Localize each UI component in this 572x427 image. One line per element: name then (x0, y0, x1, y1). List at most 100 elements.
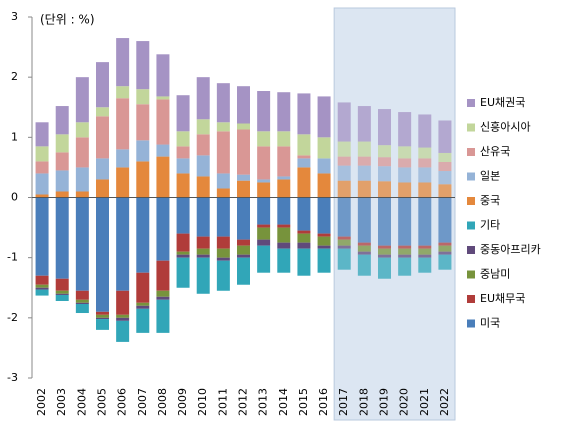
bar-segment (196, 155, 210, 177)
bar-segment (378, 181, 391, 198)
bar-segment (297, 230, 311, 234)
bar-segment (116, 86, 130, 99)
bar-segment (378, 245, 391, 249)
bar-segment (257, 227, 271, 240)
bar-segment (257, 131, 271, 147)
bar-segment (378, 166, 391, 182)
bar-segment (317, 248, 331, 273)
bar-segment (317, 236, 331, 246)
bar-segment (136, 161, 150, 198)
bar-segment (438, 152, 452, 163)
bar-segment (277, 224, 291, 228)
bar-segment (75, 167, 89, 192)
x-tick-label: 2004 (75, 388, 88, 416)
bar-segment (35, 146, 49, 162)
bar-segment (156, 290, 170, 297)
x-tick-label: 2018 (357, 388, 370, 416)
bar-segment (398, 248, 412, 255)
bar-segment (257, 179, 271, 183)
legend-label: 기타 (480, 219, 500, 232)
bar-segment (55, 152, 69, 171)
bar-segment (196, 197, 210, 237)
bar-segment (156, 156, 170, 198)
bar-segment (297, 197, 311, 231)
bar-segment (418, 114, 432, 148)
bar-segment (116, 317, 130, 321)
legend-label: 산유국 (480, 145, 510, 158)
x-tick-label: 2017 (337, 388, 350, 416)
bar-segment (337, 102, 351, 142)
bar-segment (176, 251, 190, 255)
bar-segment (317, 137, 331, 159)
bar-segment (196, 77, 210, 120)
bar-segment (35, 122, 49, 147)
bar-segment (176, 197, 190, 234)
x-tick-label: 2009 (176, 388, 189, 416)
bar-segment (156, 260, 170, 291)
bar-segment (136, 197, 150, 273)
bar-segment (116, 290, 130, 315)
bar-segment (35, 289, 49, 296)
y-tick-label: -2 (7, 311, 18, 324)
bar-segment (75, 137, 89, 168)
bar-segment (357, 156, 371, 166)
bar-segment (257, 245, 271, 273)
bar-segment (378, 109, 391, 146)
bar-segment (237, 254, 250, 258)
x-tick-label: 2006 (116, 388, 129, 416)
bar-segment (176, 173, 190, 198)
bar-segment (96, 116, 109, 159)
bar-segment (156, 99, 170, 145)
bar-segment (257, 224, 271, 228)
bar-segment (96, 62, 109, 108)
bar-segment (55, 278, 69, 291)
bar-segment (277, 242, 291, 249)
bar-segment (156, 299, 170, 333)
bar-segment (297, 134, 311, 156)
bar-segment (96, 314, 109, 318)
bar-segment (35, 275, 49, 285)
bar-segment (297, 233, 311, 243)
bar-segment (176, 131, 190, 147)
bar-segment (337, 239, 351, 246)
bar-segment (378, 157, 391, 167)
x-tick-label: 2007 (136, 388, 149, 416)
bar-segment (116, 149, 130, 168)
shaded-region (333, 7, 456, 421)
bar-segment (418, 257, 432, 273)
legend-label: 신흥아시아 (480, 120, 531, 134)
y-tick-label: -1 (7, 251, 18, 264)
bar-segment (317, 158, 331, 174)
bar-segment (438, 242, 452, 246)
bar-segment (35, 161, 49, 174)
bar-segment (337, 156, 351, 166)
bar-segment (418, 245, 432, 249)
bar-segment (96, 179, 109, 198)
bar-segment (216, 188, 230, 198)
bar-segment (136, 140, 150, 162)
bar-segment (398, 245, 412, 249)
bar-segment (156, 96, 170, 100)
bar-segment (438, 184, 452, 198)
legend-label: 미국 (480, 317, 500, 330)
legend-swatch (467, 99, 475, 107)
x-tick-label: 2002 (35, 388, 48, 416)
bar-segment (176, 257, 190, 288)
bar-segment (357, 180, 371, 198)
x-tick-label: 2005 (96, 388, 109, 416)
bar-segment (35, 287, 49, 290)
bar-segment (357, 254, 371, 276)
bar-segment (237, 197, 250, 240)
bar-segment (438, 245, 452, 252)
legend-label: EU채무국 (480, 292, 525, 305)
legend-swatch (467, 270, 475, 279)
bar-segment (55, 170, 69, 192)
bar-segment (277, 146, 291, 177)
bar-segment (176, 233, 190, 252)
bar-segment (297, 93, 311, 135)
bar-segment (277, 176, 291, 180)
bar-segment (55, 191, 69, 198)
x-tick-label: 2013 (257, 388, 270, 416)
bar-segment (317, 197, 331, 234)
